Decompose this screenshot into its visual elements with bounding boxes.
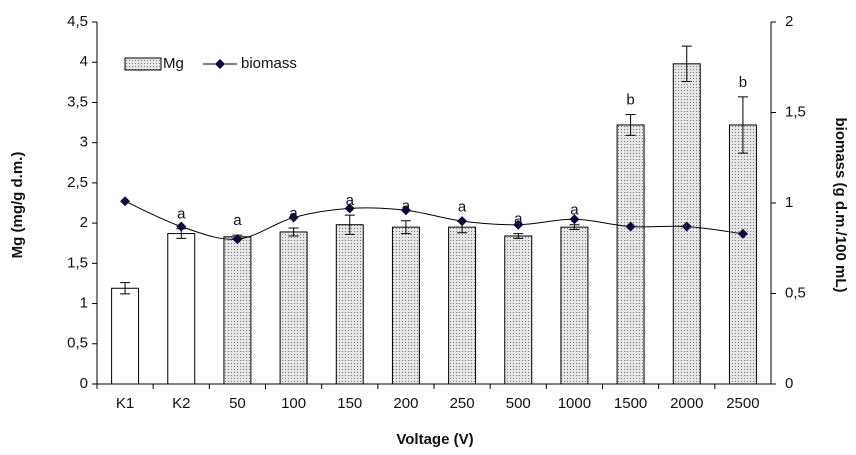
significance-label: b	[626, 91, 634, 108]
marker	[513, 219, 524, 230]
bar	[504, 235, 533, 385]
y2-axis-label: biomass (g d.m./100 mL)	[832, 117, 849, 292]
error-bar	[513, 233, 524, 239]
significance-label: a	[514, 211, 523, 228]
bar	[728, 124, 757, 385]
error-bar	[737, 96, 748, 154]
x-tick-label: K1	[116, 395, 134, 412]
marker	[400, 205, 411, 216]
y-tick-label: 0	[80, 375, 88, 392]
bar	[111, 287, 140, 385]
error-bar	[344, 214, 355, 235]
significance-label: a	[177, 206, 186, 223]
marker	[288, 212, 299, 223]
x-tick-label: 50	[229, 395, 246, 412]
y-tick-label: 1	[80, 295, 88, 312]
marker	[569, 214, 580, 225]
x-tick-label: 2000	[670, 395, 703, 412]
y-axis-label: Mg (mg/g d.m.)	[9, 152, 26, 259]
x-axis-label: Voltage (V)	[396, 431, 473, 448]
bar	[167, 233, 196, 385]
error-bar	[400, 220, 411, 235]
significance-label: a	[346, 192, 355, 209]
y-tick-label: 0,5	[67, 335, 88, 352]
y2-tick-label: 1,5	[785, 103, 806, 120]
marker	[232, 234, 243, 245]
x-tick-label: 1500	[614, 395, 647, 412]
significance-label: a	[570, 202, 579, 219]
marker	[737, 228, 748, 239]
error-bar	[288, 227, 299, 237]
y2-tick-label: 0	[785, 375, 793, 392]
x-tick-label: 200	[393, 395, 418, 412]
error-bar	[625, 114, 636, 136]
significance-label: a	[458, 198, 467, 215]
error-bar	[681, 45, 692, 83]
significance-label: a	[233, 212, 242, 229]
error-bar	[120, 282, 131, 295]
bar	[616, 124, 645, 385]
y-tick-label: 1,5	[67, 254, 88, 271]
x-tick-label: 500	[506, 395, 531, 412]
marker	[120, 196, 131, 207]
x-tick-label: 1000	[558, 395, 591, 412]
y-tick-label: 4	[80, 53, 88, 70]
y-tick-label: 3	[80, 134, 88, 151]
marker	[176, 221, 187, 232]
x-tick-label: 2500	[726, 395, 759, 412]
x-tick-label: K2	[172, 395, 190, 412]
y2-tick-label: 1	[785, 194, 793, 211]
bar	[448, 226, 477, 385]
x-tick-label: 250	[450, 395, 475, 412]
bar	[335, 224, 364, 385]
x-tick-label: 100	[281, 395, 306, 412]
y-tick-label: 3,5	[67, 93, 88, 110]
legend-label: Mg	[163, 55, 184, 72]
y2-tick-label: 2	[785, 13, 793, 30]
legend-marker	[215, 59, 225, 69]
marker	[625, 221, 636, 232]
error-bar	[569, 224, 580, 231]
y-tick-label: 2	[80, 214, 88, 231]
bar	[223, 236, 252, 385]
marker	[344, 203, 355, 214]
legend-label: biomass	[241, 55, 297, 72]
bar	[560, 226, 589, 385]
line	[124, 200, 743, 240]
y-tick-label: 4,5	[67, 13, 88, 30]
axes	[96, 22, 772, 385]
legend-swatch	[124, 57, 162, 71]
significance-label: b	[739, 74, 747, 91]
x-tick-label: 150	[337, 395, 362, 412]
y2-tick-label: 0,5	[785, 284, 806, 301]
marker	[681, 221, 692, 232]
marker	[457, 216, 468, 227]
bar	[279, 231, 308, 385]
y-tick-label: 2,5	[67, 174, 88, 191]
bar	[391, 226, 420, 385]
